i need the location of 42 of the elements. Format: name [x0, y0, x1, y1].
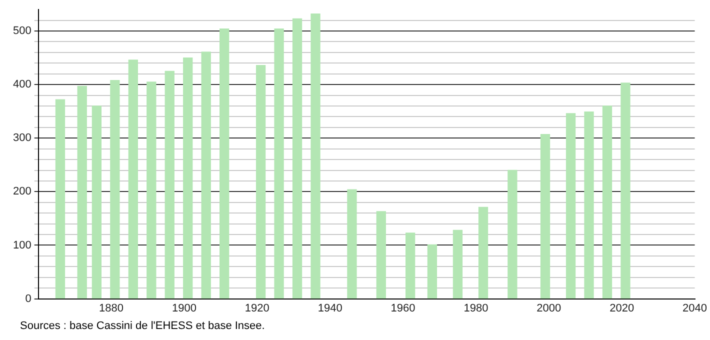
- y-tick-label: 0: [25, 292, 32, 305]
- bar: [77, 86, 87, 299]
- x-tick-label: 2040: [682, 302, 708, 314]
- bar: [478, 206, 488, 299]
- bar: [452, 230, 463, 299]
- bar: [310, 14, 320, 299]
- bar: [427, 244, 438, 299]
- bar: [584, 112, 594, 299]
- bar: [201, 52, 211, 299]
- bar: [540, 134, 550, 299]
- bar: [566, 113, 576, 299]
- bar: [376, 211, 386, 299]
- bar: [256, 64, 266, 299]
- y-tick-label: 500: [12, 25, 32, 38]
- x-tick-label: 2000: [536, 302, 562, 314]
- y-tick-label: 200: [12, 186, 32, 198]
- source-note: Sources : base Cassini de l'EHESS et base Insee.: [20, 320, 265, 332]
- bar: [220, 28, 230, 299]
- bar: [508, 170, 518, 299]
- x-tick-label: 1960: [390, 302, 416, 314]
- x-tick-label: 1940: [318, 302, 342, 314]
- x-tick-label: 2020: [610, 302, 634, 314]
- bar: [128, 60, 138, 299]
- bar: [292, 18, 302, 299]
- bar: [620, 82, 630, 299]
- y-tick-label: 400: [12, 78, 32, 91]
- bar: [92, 106, 102, 299]
- bar: [405, 232, 416, 299]
- bar: [164, 70, 174, 299]
- y-tick-label: 100: [12, 239, 32, 252]
- x-tick-label: 1900: [172, 302, 196, 314]
- bar: [110, 80, 120, 299]
- bar: [602, 106, 612, 299]
- x-tick-label: 1880: [99, 302, 124, 314]
- bar: [183, 57, 193, 299]
- y-tick-label: 300: [12, 132, 32, 144]
- bar: [55, 99, 66, 299]
- bar: [146, 82, 156, 299]
- bar: [274, 28, 284, 299]
- bar: [347, 189, 357, 299]
- x-tick-label: 1920: [244, 302, 270, 314]
- x-tick-label: 1980: [464, 302, 488, 314]
